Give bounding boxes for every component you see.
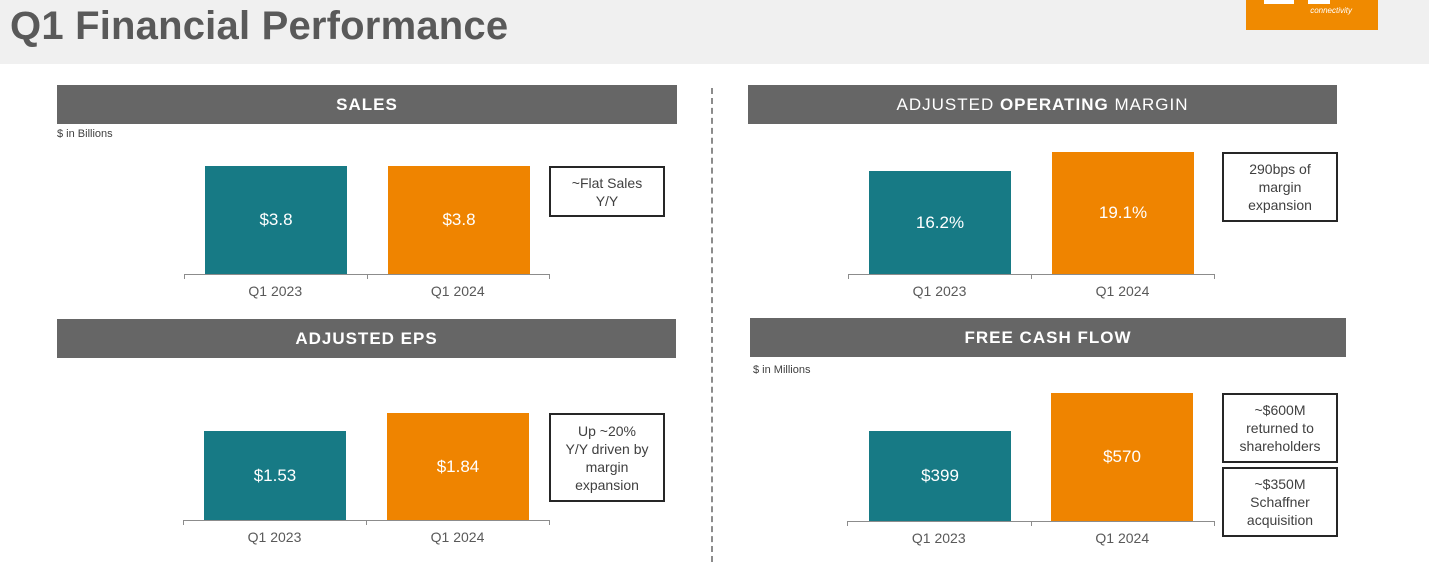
callout-line: margin [1258,179,1302,195]
sales-bar-q1-2024: $3.8 [388,166,530,274]
logo-mark [1264,0,1294,4]
sales-bar-q1-2023: $3.8 [205,166,347,274]
eps-callout: Up ~20% Y/Y driven by margin expansion [549,413,665,502]
fcf-callout-shareholders: ~$600M returned to shareholders [1222,393,1338,463]
callout-line: expansion [575,476,639,493]
margin-category-label: Q1 2024 [1095,283,1150,299]
fcf-header-label: FREE CASH FLOW [964,327,1132,347]
margin-header-pre: ADJUSTED [896,94,1000,114]
sales-units: $ in Billions [57,128,113,140]
callout-line: ~$600M [1254,402,1306,418]
fcf-bar-q1-2024: $570 [1051,393,1193,521]
sales-callout: ~Flat Sales Y/Y [549,166,665,217]
fcf-data-label: $399 [921,466,959,485]
eps-category-label: Q1 2023 [247,529,302,545]
callout-line: Schaffner [1250,494,1310,510]
callout-line: Y/Y [595,192,619,209]
sales-axis-tick [549,274,550,279]
margin-header-bold: OPERATING [999,94,1109,114]
callout-line: 290bps of [1249,161,1311,177]
margin-axis-tick [1214,274,1215,279]
eps-axis-tick [549,520,550,525]
fcf-axis-tick [1030,521,1032,526]
margin-axis-tick [848,274,849,279]
fcf-data-label: $570 [1103,447,1141,466]
eps-bar-q1-2024: $1.84 [387,413,529,520]
logo-mark [1308,0,1330,4]
page-title: Q1 Financial Performance [10,4,509,48]
callout-line: Y/Y driven by [565,440,649,457]
eps-header: ADJUSTED EPS [57,319,676,358]
eps-data-label: $1.53 [253,465,297,485]
title-bar [0,0,1429,64]
callout-line: returned to [1246,420,1314,436]
fcf-header: FREE CASH FLOW [750,318,1346,357]
margin-header: ADJUSTED OPERATING MARGIN [748,85,1337,124]
sales-data-label: $3.8 [442,210,476,229]
sales-category-label: Q1 2024 [430,283,485,299]
margin-callout: 290bps of margin expansion [1222,152,1338,222]
logo-text: connectivity [1310,6,1352,15]
sales-axis-tick [184,274,185,279]
sales-header: SALES [57,85,677,124]
callout-line: shareholders [1239,438,1321,454]
callout-line: expansion [1248,197,1312,213]
panel-divider [711,88,713,562]
margin-data-label: 16.2% [915,212,965,232]
eps-axis-tick [183,520,184,525]
margin-axis-tick [1031,274,1032,279]
callout-line: Up ~20% [578,422,636,439]
callout-line: ~$350M [1254,476,1306,492]
fcf-axis-tick [847,521,848,526]
fcf-units: $ in Millions [753,364,811,376]
margin-bar-q1-2024: 19.1% [1052,152,1194,274]
margin-data-label: 19.1% [1098,203,1148,222]
callout-line: acquisition [1246,512,1314,528]
eps-category-label: Q1 2024 [430,529,485,545]
fcf-bar-q1-2023: $399 [869,431,1011,521]
callout-line: margin [585,458,629,475]
eps-axis-tick [366,520,367,525]
fcf-axis-tick [1214,521,1215,526]
fcf-callout-acquisition: ~$350M Schaffner acquisition [1222,467,1338,537]
fcf-category-label: Q1 2023 [911,530,966,546]
sales-category-label: Q1 2023 [248,283,303,299]
sales-header-label: SALES [336,94,398,114]
eps-data-label: $1.84 [436,456,480,476]
margin-bar-q1-2023: 16.2% [869,171,1011,274]
fcf-category-label: Q1 2024 [1095,530,1150,546]
sales-axis-tick [366,274,368,279]
callout-line: ~Flat Sales [571,174,643,191]
margin-category-label: Q1 2023 [912,283,967,299]
eps-bar-q1-2023: $1.53 [204,431,346,520]
margin-header-post: MARGIN [1108,94,1189,114]
eps-header-label: ADJUSTED EPS [295,328,438,348]
sales-data-label: $3.8 [259,210,293,229]
company-logo: connectivity [1246,0,1378,30]
